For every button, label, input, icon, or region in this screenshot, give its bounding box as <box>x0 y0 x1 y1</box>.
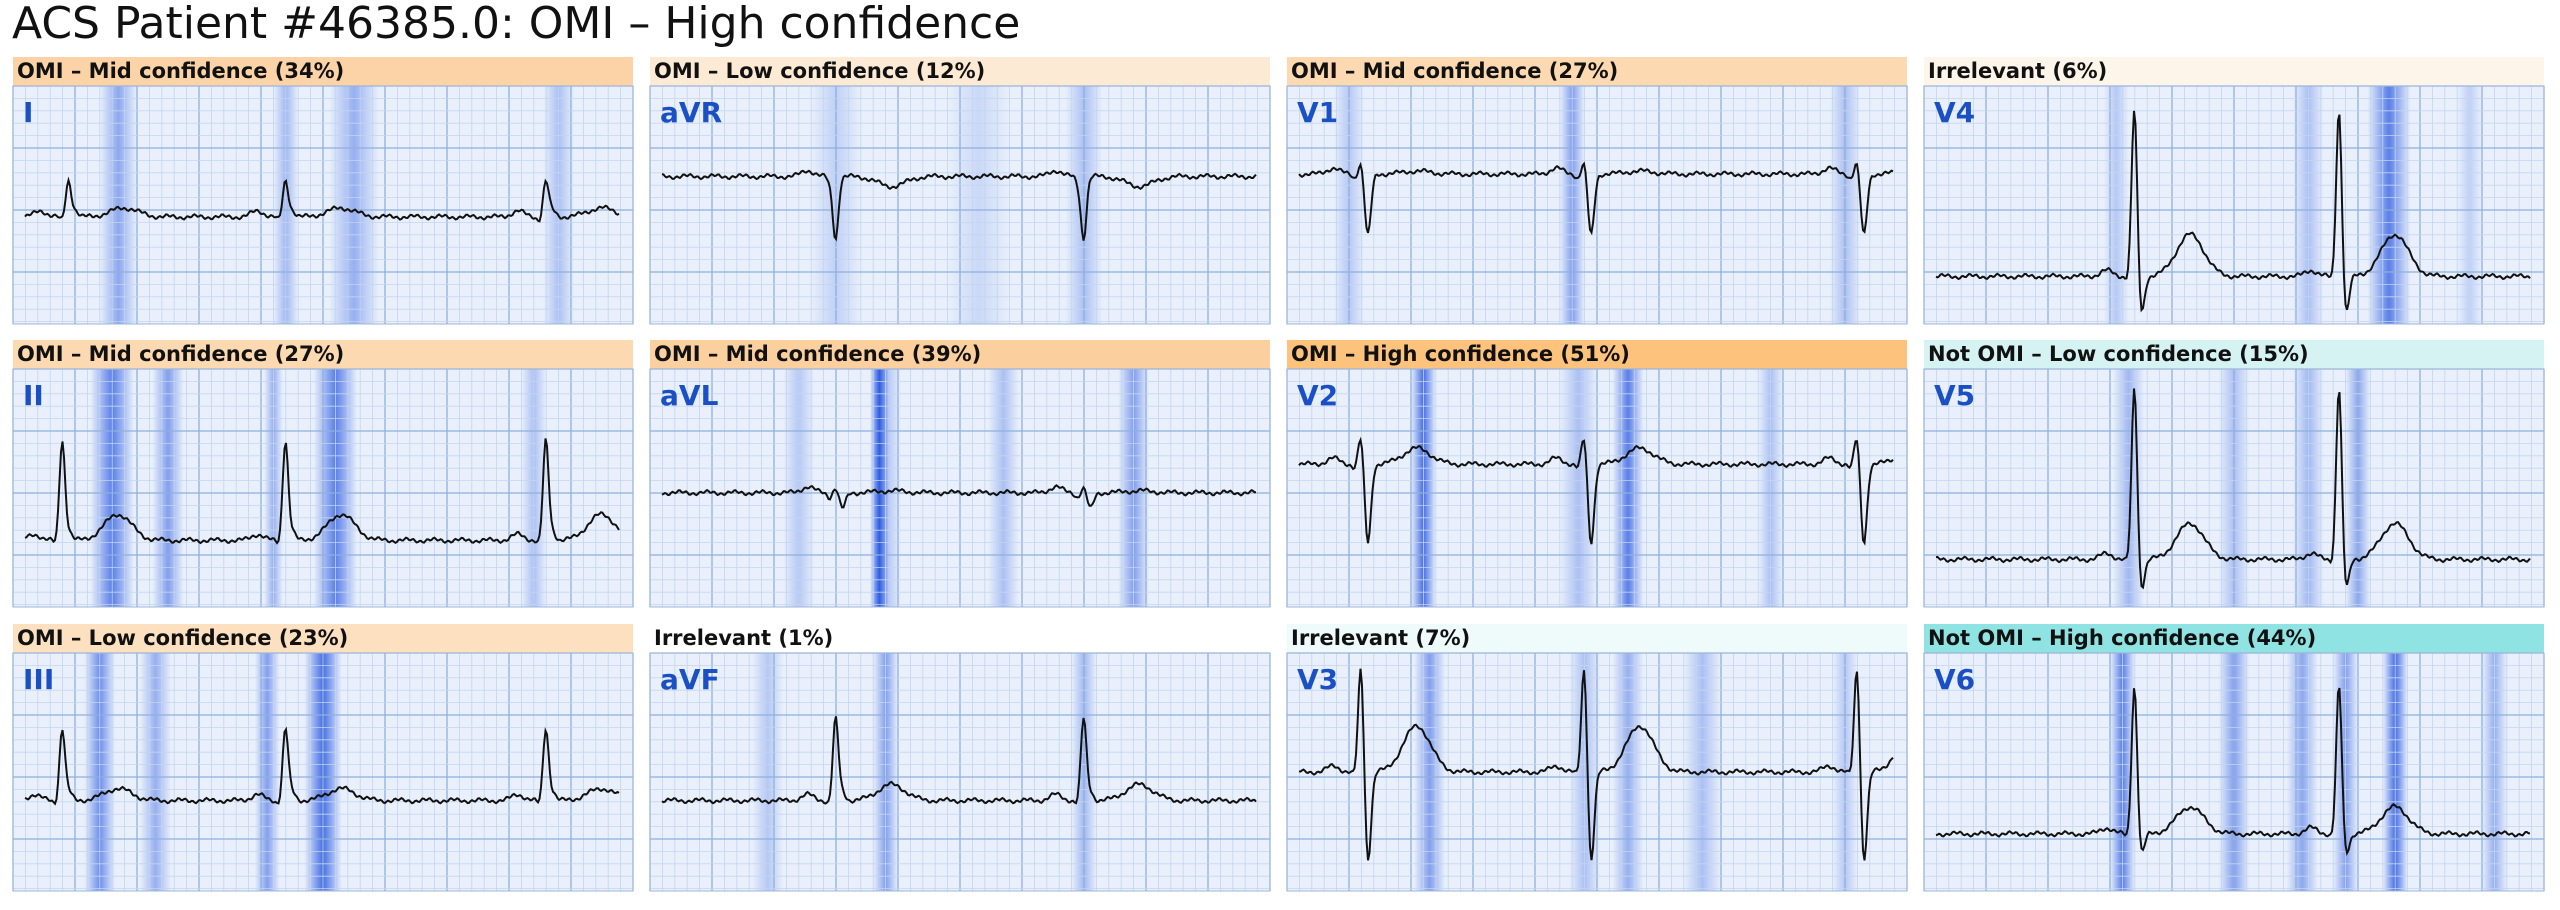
panel-header-text: Not OMI – Low confidence (15%) <box>1928 342 2309 366</box>
panel-header-text: Not OMI – High confidence (44%) <box>1928 626 2316 650</box>
panel-header-text: OMI – Low confidence (12%) <box>654 59 985 83</box>
ecg-panel: OMI – Mid confidence (39%) aVL <box>649 340 1271 608</box>
ecg-trace <box>1935 687 2531 857</box>
saliency-band <box>1612 369 1644 607</box>
panel-header <box>1287 340 1907 369</box>
ecg-panel: OMI – Mid confidence (34%) I <box>12 57 634 325</box>
plot-frame <box>1286 368 1908 608</box>
panel-header-text: Irrelevant (6%) <box>1928 59 2107 83</box>
panel-header <box>13 624 633 653</box>
saliency-band <box>987 369 1019 607</box>
ecg-panel: Irrelevant (7%) V3 <box>1286 624 1908 892</box>
saliency-band <box>254 653 280 891</box>
saliency-band <box>870 369 889 607</box>
lead-label: V4 <box>1934 96 1975 129</box>
panel-header <box>650 624 1270 653</box>
ecg-panel: OMI – Low confidence (12%) aVR <box>649 57 1271 325</box>
panel-header-text: OMI – Low confidence (23%) <box>17 626 348 650</box>
lead-label: aVF <box>660 663 720 696</box>
saliency-band <box>1414 653 1446 891</box>
lead-label: aVL <box>660 379 719 412</box>
ecg-trace <box>1935 388 2531 590</box>
lead-label: V2 <box>1297 379 1338 412</box>
ecg-trace <box>1298 668 1894 861</box>
plot-frame <box>12 85 634 325</box>
panel-header <box>1924 340 2544 369</box>
saliency-band <box>140 653 172 891</box>
panel-header <box>1287 57 1907 86</box>
panel-header-text: OMI – Mid confidence (27%) <box>1291 59 1618 83</box>
saliency-band <box>2103 86 2129 324</box>
plot-frame <box>649 368 1271 608</box>
plot-frame <box>1923 85 2545 325</box>
panel-header <box>1924 624 2544 653</box>
panel-header-text: OMI – Mid confidence (34%) <box>17 59 344 83</box>
ecg-trace <box>661 716 1257 805</box>
panel-header <box>13 340 633 369</box>
lead-label: III <box>23 663 54 696</box>
panel-header-text: OMI – Mid confidence (39%) <box>654 342 981 366</box>
ecg-panel: OMI – Mid confidence (27%) II <box>12 340 634 608</box>
ecg-panel: Not OMI – Low confidence (15%) V5 <box>1923 340 2545 608</box>
saliency-band <box>947 86 1010 324</box>
plot-frame <box>12 652 634 892</box>
plot-frame <box>1286 85 1908 325</box>
ecg-trace <box>661 484 1256 509</box>
plot-frame <box>649 652 1271 892</box>
lead-label: V5 <box>1934 379 1975 412</box>
lead-label: II <box>23 379 44 412</box>
ecg-panel: Not OMI – High confidence (44%) V6 <box>1923 624 2545 892</box>
panel-header-text: Irrelevant (7%) <box>1291 626 1470 650</box>
ecg-trace <box>1935 110 2531 313</box>
plot-frame <box>12 368 634 608</box>
ecg-trace <box>24 438 620 545</box>
saliency-band <box>2367 86 2411 324</box>
ecg-trace <box>1298 161 1894 236</box>
ecg-panel: OMI – High confidence (51%) V2 <box>1286 340 1908 608</box>
ecg-panel: Irrelevant (6%) V4 <box>1923 57 2545 325</box>
plot-frame <box>1923 368 2545 608</box>
ecg-trace <box>1298 436 1894 546</box>
panel-header <box>650 57 1270 86</box>
lead-label: V1 <box>1297 96 1338 129</box>
ecg-trace <box>661 169 1257 242</box>
panel-header-text: Irrelevant (1%) <box>654 626 833 650</box>
figure-title: ACS Patient #46385.0: OMI – High confide… <box>12 0 1020 49</box>
plot-frame <box>649 85 1271 325</box>
lead-label: aVR <box>660 96 722 129</box>
panel-header <box>1287 624 1907 653</box>
saliency-band <box>752 653 784 891</box>
panel-header <box>650 340 1270 369</box>
plot-frame <box>1286 652 1908 892</box>
saliency-band <box>99 86 137 324</box>
saliency-band <box>1559 369 1597 607</box>
saliency-band <box>152 369 184 607</box>
lead-label: V3 <box>1297 663 1338 696</box>
panel-header <box>13 57 633 86</box>
panel-header-text: OMI – High confidence (51%) <box>1291 342 1630 366</box>
ecg-trace <box>24 726 620 806</box>
panel-header-text: OMI – Mid confidence (27%) <box>17 342 344 366</box>
lead-label: I <box>23 96 33 129</box>
ecg-panel: Irrelevant (1%) aVF <box>649 624 1271 892</box>
lead-label: V6 <box>1934 663 1975 696</box>
panel-header <box>1924 57 2544 86</box>
ecg-panel: OMI – Low confidence (23%) III <box>12 624 634 892</box>
saliency-band <box>329 86 379 324</box>
plot-frame <box>1923 652 2545 892</box>
saliency-band <box>1612 653 1644 891</box>
ecg-panel: OMI – Mid confidence (27%) V1 <box>1286 57 1908 325</box>
saliency-band <box>2286 653 2318 891</box>
ecg-trace <box>24 176 620 223</box>
